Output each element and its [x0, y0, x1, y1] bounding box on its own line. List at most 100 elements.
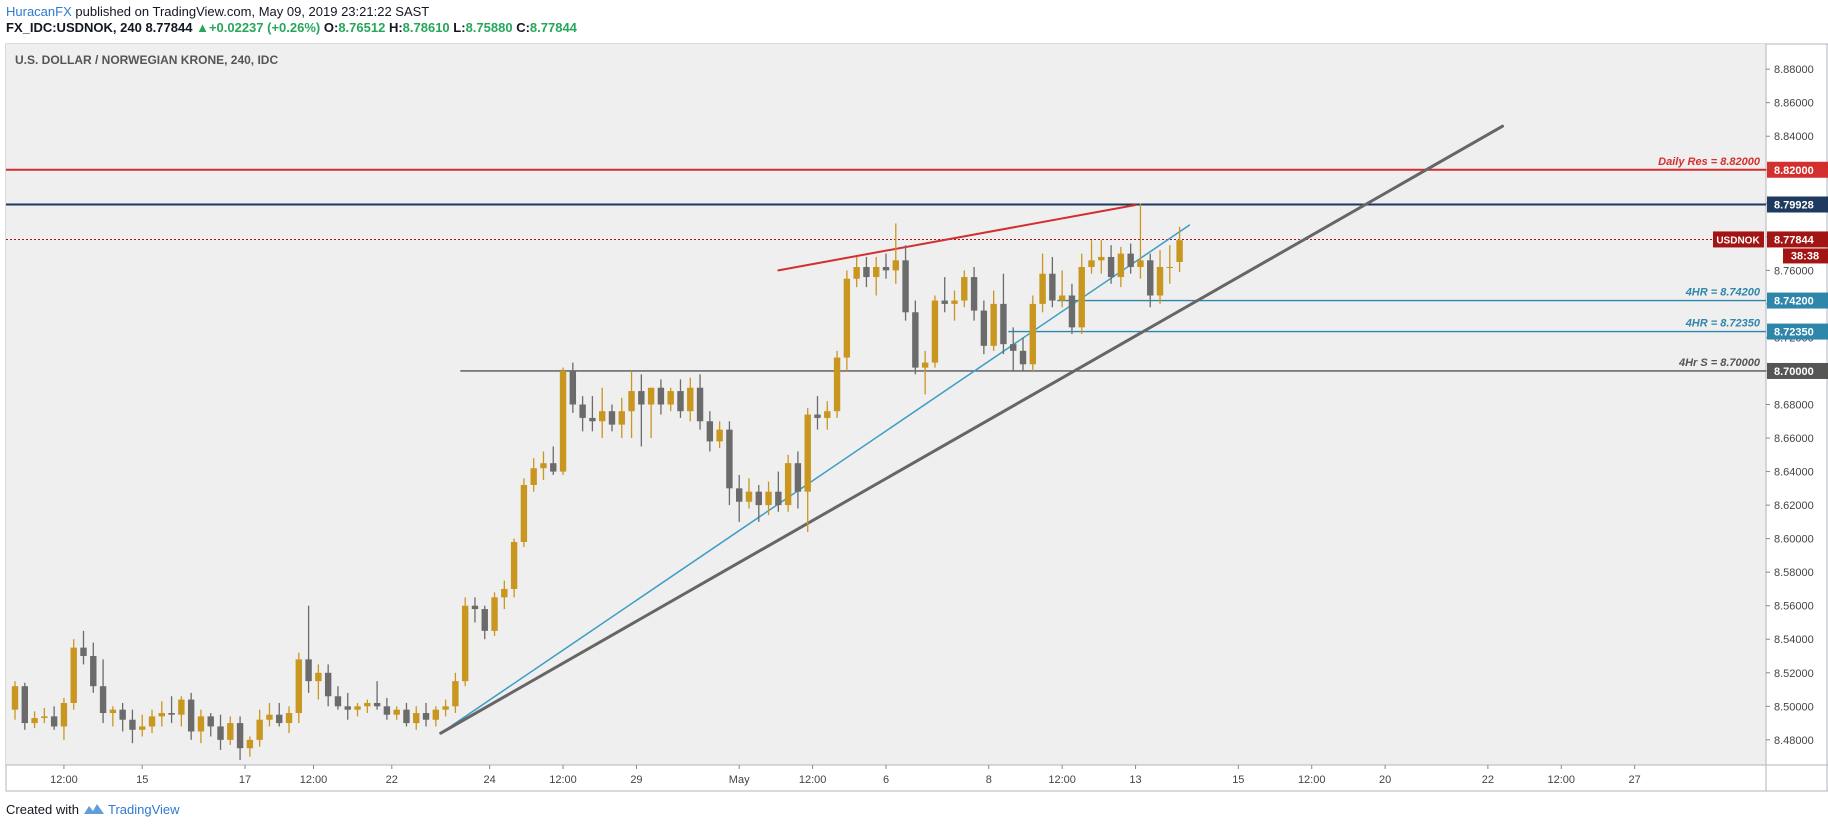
candle-body: [21, 686, 28, 724]
trendline-rising-wedge-top[interactable]: [777, 203, 1137, 272]
candle-body: [814, 414, 821, 418]
candle-body: [276, 714, 283, 724]
x-tick-label: 17: [239, 774, 251, 786]
low-value: 8.75880: [465, 20, 513, 35]
candle-body: [618, 411, 625, 425]
candle-body: [794, 463, 802, 492]
candle-body: [1010, 344, 1017, 351]
candle-body: [569, 370, 577, 405]
last-price: 8.77844: [145, 20, 193, 35]
low-label: L:: [453, 20, 466, 35]
trendline-rising-support-blue[interactable]: [439, 224, 1191, 734]
plot-area[interactable]: [6, 44, 1766, 765]
candle-body: [736, 488, 743, 502]
tradingview-brand-link[interactable]: TradingView: [108, 802, 180, 817]
candle-body: [589, 417, 596, 422]
y-tick-label: 8.56000: [1774, 601, 1814, 613]
candle-body: [745, 491, 753, 502]
candle-body: [139, 726, 146, 730]
candle-body: [90, 656, 97, 687]
footer: Created with TradingView: [6, 802, 180, 817]
candle-body: [540, 463, 547, 469]
open-label: O:: [323, 20, 339, 35]
ohlc-bar: FX_IDC:USDNOK, 240 8.77844 ▲+0.02237 (+0…: [6, 20, 577, 36]
candle-body: [931, 300, 939, 363]
candle-body: [178, 699, 185, 715]
candle-body: [305, 659, 312, 682]
tradingview-logo-icon: [83, 802, 108, 817]
y-tick-label: 8.86000: [1774, 98, 1814, 110]
candle-body: [726, 429, 733, 489]
candle-body: [334, 696, 342, 707]
candle-body: [295, 659, 303, 714]
candle-body: [598, 411, 606, 422]
current-price-tag: [1767, 231, 1828, 248]
change-value: +0.02237 (+0.26%): [208, 20, 321, 35]
candle-body: [530, 468, 537, 485]
x-tick-label: 13: [1129, 774, 1141, 786]
candle-body: [1000, 303, 1007, 345]
high-label: H:: [388, 20, 403, 35]
x-tick-label: 20: [1379, 774, 1391, 786]
candle-body: [432, 709, 440, 720]
price-tag-value: 8.72350: [1774, 327, 1814, 339]
candle-body: [628, 391, 635, 412]
candle-body: [246, 739, 254, 749]
x-tick-label: 12:00: [50, 774, 78, 786]
candle-body: [1078, 267, 1085, 328]
candle-body: [413, 713, 420, 724]
x-tick-label: 24: [484, 774, 496, 786]
price-tag-value: 8.70000: [1774, 366, 1814, 378]
candle-body: [99, 686, 107, 714]
candle-body: [31, 718, 38, 724]
x-tick-label: 12:00: [799, 774, 827, 786]
candle-body: [970, 277, 978, 311]
candle-body: [902, 260, 909, 313]
candle-body: [354, 706, 361, 710]
candle-body: [129, 719, 136, 730]
candle-body: [1137, 260, 1144, 268]
candle-body: [364, 702, 371, 707]
price-tag: [1767, 161, 1828, 178]
candle-body: [520, 484, 528, 542]
author-link[interactable]: HuracanFX: [6, 4, 72, 19]
price-tag-value: 8.79928: [1774, 199, 1814, 211]
candle-body: [1068, 295, 1076, 328]
candle-body: [755, 491, 762, 506]
y-tick-label: 8.58000: [1774, 567, 1814, 579]
candle-body: [1127, 253, 1134, 268]
candle-body: [667, 391, 674, 405]
trendline-long-support-gray[interactable]: [439, 124, 1505, 735]
price-tag: [1767, 292, 1828, 309]
x-tick-label: 12:00: [1048, 774, 1076, 786]
candle-body: [324, 672, 332, 697]
price-tag: [1767, 362, 1828, 379]
x-tick-label: 12:00: [1298, 774, 1326, 786]
candle-body: [452, 681, 459, 707]
y-tick-label: 8.84000: [1774, 131, 1814, 143]
candle-body: [912, 312, 919, 368]
x-tick-label: 15: [136, 774, 148, 786]
candle-body: [706, 421, 714, 442]
candle-body: [197, 716, 205, 732]
candle-body: [227, 723, 234, 740]
high-value: 8.78610: [402, 20, 450, 35]
level-label: 4Hr S = 8.70000: [1678, 357, 1761, 369]
open-value: 8.76512: [338, 20, 386, 35]
candle-body: [80, 647, 87, 657]
candle-body: [383, 706, 391, 715]
candle-body: [765, 491, 772, 506]
candle-body: [442, 706, 449, 710]
candle-body: [1049, 273, 1056, 301]
x-tick-label: 15: [1232, 774, 1244, 786]
y-tick-label: 8.88000: [1774, 64, 1814, 76]
x-tick-label: 27: [1629, 774, 1641, 786]
y-tick-label: 8.52000: [1774, 668, 1814, 680]
candle-body: [990, 303, 997, 346]
symbol-tag-label: USDNOK: [1716, 235, 1760, 246]
candle-body: [647, 387, 655, 405]
close-label: C:: [516, 20, 530, 35]
candle-body: [824, 411, 831, 418]
candle-body: [882, 267, 890, 271]
